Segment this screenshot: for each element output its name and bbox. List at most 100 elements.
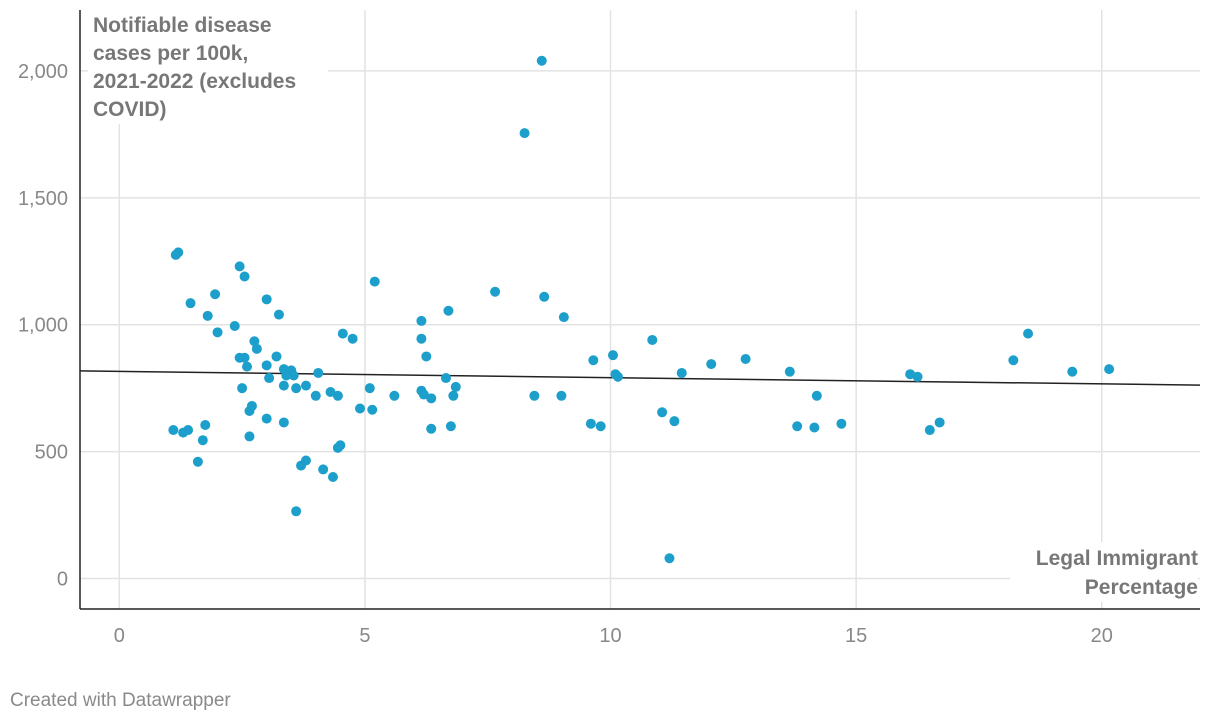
data-point (421, 351, 432, 362)
data-point (676, 367, 687, 378)
data-point (273, 309, 284, 320)
data-point (200, 419, 211, 430)
data-point (443, 305, 454, 316)
y-tick-label: 2,000 (18, 61, 68, 83)
data-point (706, 359, 717, 370)
data-points (168, 55, 1115, 564)
data-point (239, 271, 250, 282)
data-point (556, 390, 567, 401)
data-point (445, 421, 456, 432)
data-point (924, 425, 935, 436)
data-point (836, 418, 847, 429)
data-point (318, 464, 329, 475)
data-point (239, 352, 250, 363)
x-axis-title-line: Percentage (1085, 576, 1198, 599)
data-point (647, 334, 658, 345)
data-point (426, 393, 437, 404)
data-point (234, 261, 245, 272)
data-point (237, 383, 248, 394)
data-point (192, 456, 203, 467)
data-point (183, 425, 194, 436)
data-point (607, 350, 618, 361)
data-point (740, 353, 751, 364)
data-point (595, 421, 606, 432)
data-point (261, 294, 272, 305)
x-tick-label: 20 (1091, 625, 1113, 647)
data-point (1104, 364, 1115, 375)
y-axis-title-line: 2021-2022 (excludes (93, 70, 296, 93)
data-point (664, 553, 675, 564)
data-point (448, 390, 459, 401)
data-point (612, 371, 623, 382)
data-point (440, 373, 451, 384)
y-axis-title-line: Notifiable disease (93, 14, 272, 37)
data-point (300, 380, 311, 391)
data-point (249, 336, 260, 347)
data-point (332, 390, 343, 401)
data-point (335, 440, 346, 451)
data-point (246, 400, 257, 411)
data-point (811, 390, 822, 401)
data-point (288, 370, 299, 381)
data-point (657, 407, 668, 418)
data-point (416, 315, 427, 326)
data-point (416, 333, 427, 344)
data-point (536, 55, 547, 66)
data-point (168, 425, 179, 436)
data-point (197, 435, 208, 446)
data-point (1067, 366, 1078, 377)
data-point (210, 289, 221, 300)
y-title-backdrop (88, 8, 328, 124)
data-point (310, 390, 321, 401)
data-point (539, 291, 550, 302)
data-point (278, 417, 289, 428)
data-point (669, 416, 680, 427)
data-point (490, 286, 501, 297)
y-gridlines (80, 70, 1200, 580)
trend-line (79, 370, 1201, 386)
data-point (588, 355, 599, 366)
data-point (261, 413, 272, 424)
data-point (519, 128, 530, 139)
data-point (202, 310, 213, 321)
data-point (585, 418, 596, 429)
data-point (934, 417, 945, 428)
x-title-backdrop (1010, 542, 1198, 602)
data-point (242, 361, 253, 372)
data-point (784, 366, 795, 377)
data-point (1023, 328, 1034, 339)
y-tick-label: 1,000 (18, 315, 68, 337)
y-tick-label: 1,500 (18, 188, 68, 210)
data-point (912, 371, 923, 382)
data-point (450, 381, 461, 392)
x-axis-title: Legal Immigrant Percentage (1036, 547, 1198, 599)
data-point (389, 390, 400, 401)
data-point (244, 431, 255, 442)
data-point (426, 423, 437, 434)
x-tick-label: 10 (599, 625, 621, 647)
x-tick-labels: 0 5 10 15 20 (114, 625, 1113, 647)
data-point (364, 383, 375, 394)
data-point (347, 333, 358, 344)
data-point (300, 455, 311, 466)
data-point (327, 472, 338, 483)
data-point (264, 373, 275, 384)
data-point (271, 351, 282, 362)
x-tick-label: 0 (114, 625, 125, 647)
data-point (809, 422, 820, 433)
y-axis-title-line: COVID) (93, 98, 167, 121)
data-point (261, 360, 272, 371)
x-tick-label: 15 (845, 625, 867, 647)
data-point (369, 276, 380, 287)
data-point (291, 383, 302, 394)
x-tick-label: 5 (359, 625, 370, 647)
data-point (251, 343, 262, 354)
data-point (337, 328, 348, 339)
data-point (185, 298, 196, 309)
data-point (418, 389, 429, 400)
y-tick-label: 500 (35, 442, 68, 464)
data-point (558, 312, 569, 323)
data-point (325, 386, 336, 397)
data-point (291, 506, 302, 517)
